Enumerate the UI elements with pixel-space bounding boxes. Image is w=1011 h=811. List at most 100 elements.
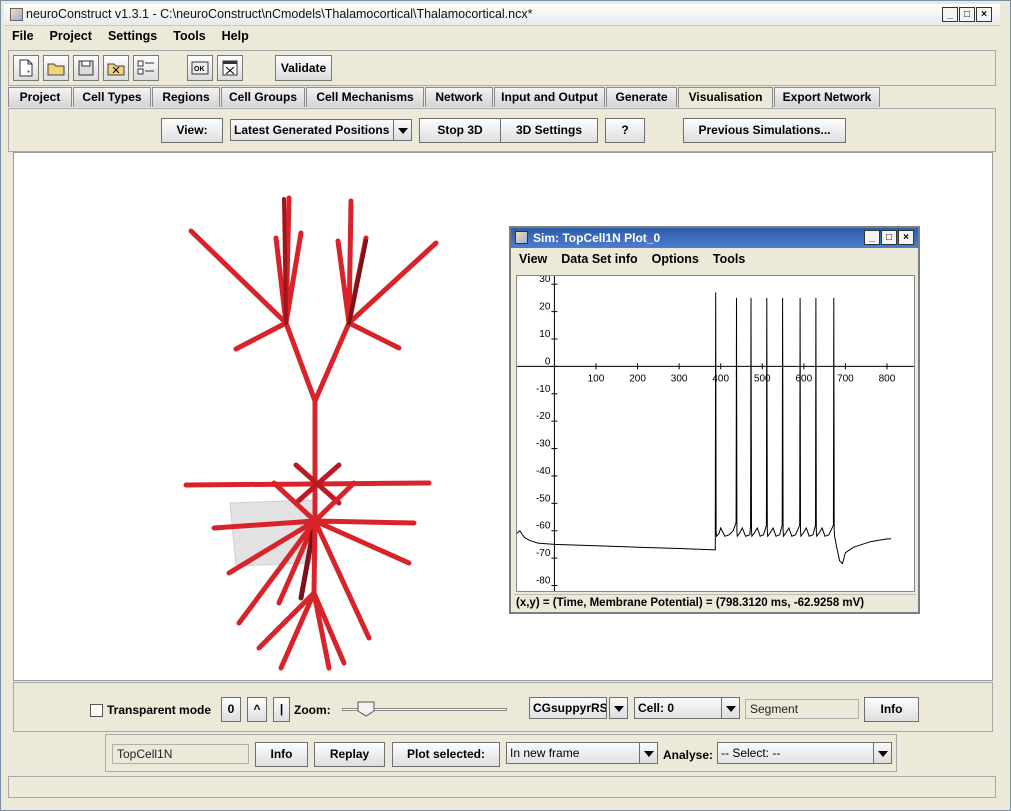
checklist-icon bbox=[137, 60, 154, 75]
segment-field[interactable]: Segment bbox=[745, 699, 859, 719]
check-ok-button[interactable]: OK bbox=[187, 55, 213, 81]
zoom-label: Zoom: bbox=[294, 703, 331, 717]
close-project-button[interactable] bbox=[103, 55, 129, 81]
plot-maximize-button[interactable]: □ bbox=[881, 230, 897, 245]
3d-settings-button[interactable]: 3D Settings bbox=[500, 118, 598, 143]
transparent-mode-label: Transparent mode bbox=[107, 703, 212, 717]
plot-menu-bar: View Data Set info Options Tools bbox=[511, 249, 918, 271]
slider-thumb-icon bbox=[357, 701, 375, 717]
segment-info-button[interactable]: Info bbox=[864, 697, 919, 722]
plot-app-icon bbox=[515, 231, 528, 244]
analyse-label: Analyse: bbox=[663, 748, 714, 762]
tab-cell-mechanisms[interactable]: Cell Mechanisms bbox=[306, 87, 424, 107]
view-select-arrow[interactable] bbox=[393, 119, 412, 141]
tab-regions[interactable]: Regions bbox=[152, 87, 220, 107]
y-tick-label: -40 bbox=[536, 466, 551, 477]
bottom-controls: Transparent mode 0 ^ | Zoom: CGsuppyrRS … bbox=[13, 682, 993, 732]
plot-selected-button[interactable]: Plot selected: bbox=[392, 742, 500, 767]
menu-help[interactable]: Help bbox=[221, 29, 249, 43]
tab-visualisation[interactable]: Visualisation bbox=[678, 87, 773, 108]
tab-export-network[interactable]: Export Network bbox=[774, 87, 880, 107]
window-controls: _ □ × bbox=[942, 7, 992, 23]
cell-select-arrow[interactable] bbox=[721, 697, 740, 719]
save-disk-icon bbox=[78, 60, 94, 76]
plot-menu-view[interactable]: View bbox=[519, 252, 548, 266]
zoom-bar-button[interactable]: | bbox=[273, 697, 290, 722]
y-tick-label: -60 bbox=[536, 521, 551, 532]
tab-project[interactable]: Project bbox=[8, 87, 72, 107]
plot-menu-tools[interactable]: Tools bbox=[712, 252, 746, 266]
preferences-button[interactable] bbox=[133, 55, 159, 81]
x-tick-label: 500 bbox=[754, 373, 771, 384]
close-window-icon bbox=[222, 60, 238, 76]
plot-frame-select[interactable]: In new frame bbox=[506, 742, 640, 764]
menu-settings[interactable]: Settings bbox=[107, 29, 158, 43]
plot-window-controls: _ □ × bbox=[864, 230, 914, 246]
x-tick-label: 800 bbox=[879, 373, 896, 384]
view-label-button[interactable]: View: bbox=[161, 118, 223, 143]
menu-file[interactable]: File bbox=[12, 29, 34, 43]
plot-minimize-button[interactable]: _ bbox=[864, 230, 880, 245]
close-window-button[interactable] bbox=[217, 55, 243, 81]
zoom-reset-button[interactable]: 0 bbox=[221, 697, 241, 722]
cell-select[interactable]: Cell: 0 bbox=[634, 697, 722, 719]
plot-status-readout: (x,y) = (Time, Membrane Potential) = (79… bbox=[514, 594, 916, 611]
maximize-button[interactable]: □ bbox=[959, 7, 975, 22]
plot-close-button[interactable]: × bbox=[898, 230, 914, 245]
menu-project[interactable]: Project bbox=[49, 29, 92, 43]
check-ok-icon: OK bbox=[191, 61, 209, 75]
close-button[interactable]: × bbox=[976, 7, 992, 22]
zoom-up-button[interactable]: ^ bbox=[247, 697, 267, 722]
plot-window-title: Sim: TopCell1N Plot_0 bbox=[533, 231, 661, 245]
x-tick-label: 400 bbox=[712, 373, 729, 384]
y-tick-label: -20 bbox=[536, 411, 551, 422]
cell-group-select[interactable]: CGsuppyrRS bbox=[529, 697, 607, 719]
neuron-dendrites bbox=[183, 195, 439, 671]
cell-controls: TopCell1N Info Replay Plot selected: In … bbox=[105, 734, 897, 772]
tab-generate[interactable]: Generate bbox=[606, 87, 677, 107]
tab-cell-types[interactable]: Cell Types bbox=[73, 87, 151, 107]
status-bar bbox=[8, 776, 996, 798]
menu-tools[interactable]: Tools bbox=[173, 29, 206, 43]
x-tick-label: 700 bbox=[837, 373, 854, 384]
visualisation-toolbar: View: Latest Generated Positions Stop 3D… bbox=[8, 108, 996, 152]
tab-input-output[interactable]: Input and Output bbox=[494, 87, 605, 107]
y-tick-label: -70 bbox=[536, 548, 551, 559]
previous-simulations-button[interactable]: Previous Simulations... bbox=[683, 118, 846, 143]
new-project-button[interactable]: * bbox=[13, 55, 39, 81]
menu-bar: File Project Settings Tools Help bbox=[4, 26, 1000, 46]
open-folder-icon bbox=[47, 63, 65, 76]
cell-group-select-arrow[interactable] bbox=[609, 697, 628, 719]
zoom-slider-thumb[interactable] bbox=[357, 701, 375, 717]
y-tick-label: 0 bbox=[545, 356, 551, 367]
validate-button[interactable]: Validate bbox=[275, 55, 332, 81]
x-tick-label: 600 bbox=[795, 373, 812, 384]
transparent-mode-checkbox[interactable] bbox=[90, 704, 103, 717]
analyse-select-arrow[interactable] bbox=[873, 742, 892, 764]
replay-button[interactable]: Replay bbox=[314, 742, 385, 767]
view-select[interactable]: Latest Generated Positions bbox=[230, 119, 394, 141]
plot-menu-dataset[interactable]: Data Set info bbox=[561, 252, 638, 266]
plot-menu-options[interactable]: Options bbox=[651, 252, 699, 266]
stop-3d-button[interactable]: Stop 3D bbox=[419, 118, 501, 143]
neuron-3d-render bbox=[183, 195, 439, 671]
plot-frame-select-arrow[interactable] bbox=[639, 742, 658, 764]
tab-cell-groups[interactable]: Cell Groups bbox=[221, 87, 305, 107]
main-tabs: Project Cell Types Regions Cell Groups C… bbox=[8, 87, 996, 108]
cell-name-field[interactable]: TopCell1N bbox=[112, 744, 249, 764]
y-tick-label: 10 bbox=[539, 329, 551, 340]
help-button[interactable]: ? bbox=[605, 118, 645, 143]
open-project-button[interactable] bbox=[43, 55, 69, 81]
new-file-icon: * bbox=[19, 59, 33, 77]
analyse-select[interactable]: -- Select: -- bbox=[717, 742, 874, 764]
cell-info-button[interactable]: Info bbox=[255, 742, 308, 767]
y-tick-label: 20 bbox=[539, 302, 551, 313]
plot-area[interactable]: 100 200 300 400 500 600 700 800 30 20 10 0 -10 -20 -30… bbox=[516, 275, 915, 592]
svg-text:OK: OK bbox=[194, 66, 205, 73]
plot-window[interactable]: Sim: TopCell1N Plot_0 _ □ × View Data Se… bbox=[509, 226, 920, 614]
zoom-slider-track[interactable] bbox=[342, 708, 507, 711]
main-toolbar: * OK Validate bbox=[8, 50, 996, 86]
save-project-button[interactable] bbox=[73, 55, 99, 81]
minimize-button[interactable]: _ bbox=[942, 7, 958, 22]
tab-network[interactable]: Network bbox=[425, 87, 493, 107]
